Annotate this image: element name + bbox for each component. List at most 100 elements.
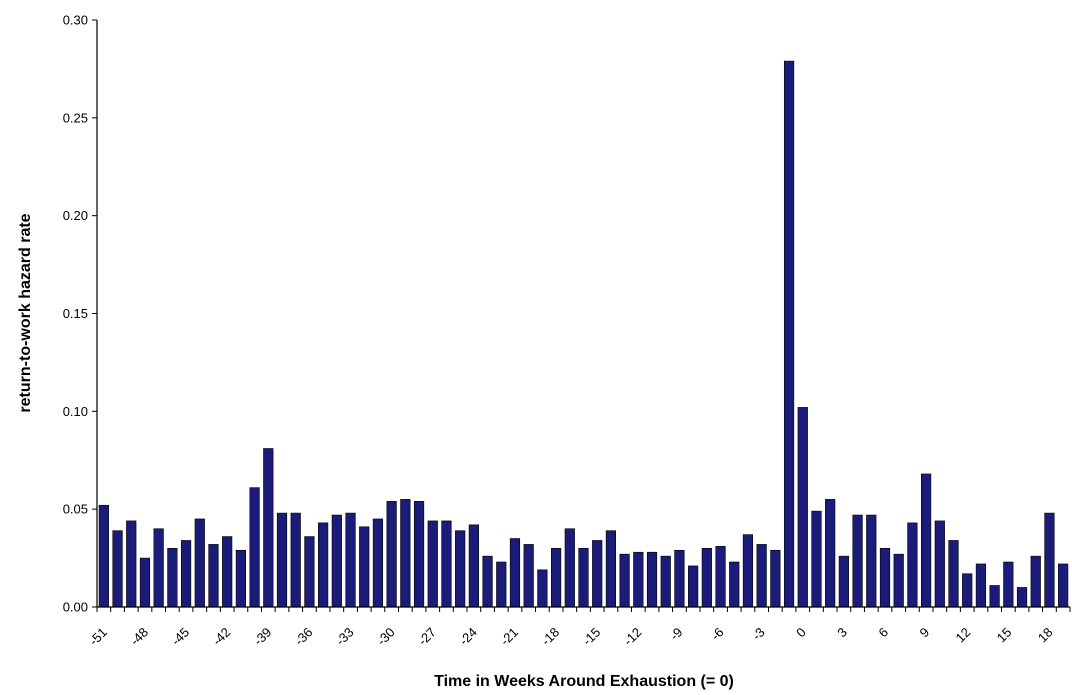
- bar-week-19: [1058, 563, 1069, 608]
- bar-week--12: [633, 551, 644, 608]
- bar-week--4: [742, 534, 754, 608]
- bar-week--1: [783, 60, 795, 608]
- bar-week--19: [537, 569, 548, 608]
- bar-week-15: [1003, 561, 1014, 608]
- bar-week--3: [756, 544, 767, 608]
- y-tick-label: 0.05: [63, 502, 88, 517]
- x-tick-label: -21: [497, 625, 521, 649]
- bar-week--40: [249, 487, 260, 608]
- bar-week--22: [496, 561, 507, 608]
- x-axis: -51 -48 -45 -42 -39 -36 -33 -30 -27 -24 -21 -18 -15-…: [86, 606, 1071, 649]
- bar-week--21: [509, 538, 521, 608]
- y-tick-label: 0.10: [63, 404, 88, 419]
- bar-week--42: [222, 536, 233, 608]
- y-tick-label: 0.25: [63, 110, 88, 125]
- bar-week-2: [825, 499, 836, 608]
- bar-week--15: [592, 540, 603, 608]
- bar-week-13: [975, 563, 987, 608]
- bar-week--29: [400, 499, 411, 608]
- x-tick-label: -48: [127, 625, 151, 649]
- bar-week--36: [304, 536, 315, 608]
- bar-week--47: [153, 528, 164, 608]
- x-tick-label: -6: [708, 625, 727, 644]
- bar-week-0: [797, 407, 808, 608]
- bar-week--6: [715, 546, 726, 608]
- x-tick-label: 3: [834, 625, 850, 641]
- bar-week--7: [701, 547, 712, 608]
- x-tick-label: -18: [538, 625, 562, 649]
- bar-week--39: [263, 448, 274, 608]
- x-tick-label: -39: [251, 625, 275, 649]
- bar-week--17: [564, 528, 575, 608]
- bar-week--8: [688, 565, 699, 608]
- bar-week--10: [660, 555, 671, 608]
- bar-week-7: [893, 553, 904, 608]
- bar-week--33: [345, 512, 356, 608]
- x-tick-label: -36: [292, 625, 316, 649]
- bar-week--31: [372, 518, 384, 608]
- bar-week--2: [770, 549, 781, 608]
- x-tick-label: -33: [333, 625, 357, 649]
- bar-week--35: [318, 522, 329, 608]
- y-axis: 0.00 0.05 0.10 0.15 0.20 0.25 0.30: [63, 13, 98, 615]
- x-tick-label: -27: [415, 625, 439, 649]
- x-tick-label: -12: [621, 625, 645, 649]
- bar-week--28: [413, 501, 425, 608]
- bar-week--48: [139, 557, 151, 608]
- x-tick-label: -24: [456, 625, 480, 649]
- x-tick-label: -30: [374, 625, 398, 649]
- bar-week--16: [578, 547, 589, 608]
- x-tick-label: 0: [793, 625, 809, 641]
- bar-week--9: [674, 549, 685, 608]
- bar-week-12: [962, 573, 973, 608]
- bar-week-17: [1030, 555, 1041, 608]
- bar-week--51: [98, 504, 109, 608]
- bar-week-9: [921, 473, 932, 608]
- x-tick-label: -45: [168, 625, 192, 649]
- x-tick-label: 18: [1035, 625, 1056, 646]
- bar-week--27: [427, 520, 438, 608]
- bar-week-6: [879, 547, 891, 608]
- y-tick-label: 0.15: [63, 306, 88, 321]
- bar-week-4: [852, 514, 863, 608]
- bar-week--32: [359, 526, 370, 608]
- bar-week-16: [1016, 587, 1028, 608]
- x-tick-label: -3: [749, 625, 768, 644]
- bar-week--5: [729, 561, 740, 608]
- bar-week--50: [112, 530, 123, 608]
- y-tick-label: 0.00: [63, 600, 88, 615]
- bar-week-8: [907, 522, 918, 608]
- bar-week-10: [934, 520, 945, 608]
- bar-week-14: [989, 585, 1000, 608]
- bar-week--20: [523, 544, 534, 608]
- bar-week--30: [386, 501, 397, 608]
- y-tick-label: 0.30: [63, 13, 88, 28]
- bar-week--38: [276, 512, 288, 608]
- bar-week--13: [619, 553, 630, 608]
- bar-week-5: [866, 514, 877, 608]
- bar-week--41: [235, 549, 246, 608]
- bar-week-18: [1044, 512, 1055, 608]
- x-tick-label: -15: [579, 625, 603, 649]
- x-tick-label: 15: [994, 625, 1015, 646]
- bar-week--46: [167, 547, 178, 608]
- bar-week--11: [646, 551, 658, 608]
- bar-week--18: [550, 547, 562, 608]
- bars-group: [98, 60, 1069, 608]
- bar-week--24: [468, 524, 479, 608]
- bar-week-3: [838, 555, 849, 608]
- x-tick-label: 9: [917, 625, 933, 641]
- x-tick-label: 12: [953, 625, 974, 646]
- bar-week--34: [331, 514, 342, 608]
- bar-week--44: [194, 518, 205, 608]
- x-tick-label: -9: [667, 625, 686, 644]
- bar-week-11: [948, 540, 959, 608]
- y-axis-title: return-to-work hazard rate: [17, 213, 34, 412]
- bar-week--37: [290, 512, 301, 608]
- y-tick-label: 0.20: [63, 208, 88, 223]
- bar-week--14: [605, 530, 616, 608]
- x-tick-label: -51: [86, 625, 110, 649]
- bar-week--45: [180, 540, 192, 608]
- x-axis-title: Time in Weeks Around Exhaustion (= 0): [434, 673, 734, 690]
